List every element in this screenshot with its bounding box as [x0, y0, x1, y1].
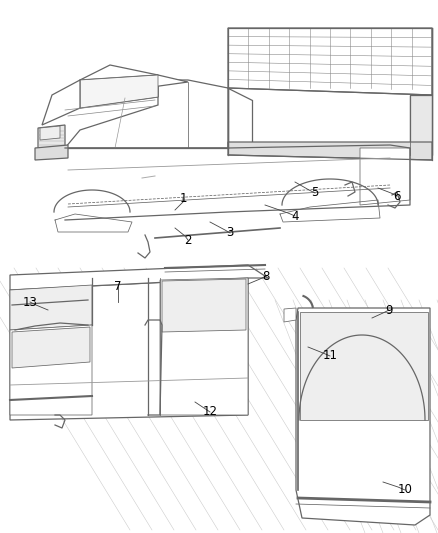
Polygon shape — [227, 88, 251, 145]
Polygon shape — [159, 278, 247, 415]
Text: 11: 11 — [322, 350, 337, 362]
Polygon shape — [10, 325, 92, 415]
Polygon shape — [80, 75, 187, 95]
Polygon shape — [409, 28, 431, 155]
Polygon shape — [65, 80, 227, 148]
Text: 2: 2 — [184, 233, 191, 246]
Text: 4: 4 — [290, 209, 298, 222]
Polygon shape — [80, 65, 158, 108]
Text: 8: 8 — [262, 270, 269, 282]
Polygon shape — [10, 278, 247, 420]
Text: 12: 12 — [202, 406, 217, 418]
Polygon shape — [40, 126, 60, 140]
Polygon shape — [10, 285, 92, 330]
Polygon shape — [295, 308, 429, 525]
Text: 9: 9 — [385, 303, 392, 317]
Polygon shape — [227, 142, 431, 160]
Text: 3: 3 — [226, 227, 233, 239]
Polygon shape — [10, 265, 267, 290]
Polygon shape — [409, 95, 431, 155]
Text: 1: 1 — [179, 191, 186, 205]
Polygon shape — [227, 28, 431, 95]
Text: 6: 6 — [392, 190, 400, 203]
Polygon shape — [35, 145, 68, 160]
Polygon shape — [299, 312, 427, 420]
Polygon shape — [162, 279, 245, 332]
Polygon shape — [42, 80, 80, 125]
Polygon shape — [359, 148, 409, 205]
Text: 5: 5 — [311, 187, 318, 199]
Text: 13: 13 — [22, 295, 37, 309]
Polygon shape — [80, 75, 158, 108]
Polygon shape — [12, 327, 90, 368]
Text: 10: 10 — [397, 483, 411, 497]
Polygon shape — [38, 125, 65, 152]
Text: 7: 7 — [114, 279, 121, 293]
Polygon shape — [283, 308, 295, 322]
